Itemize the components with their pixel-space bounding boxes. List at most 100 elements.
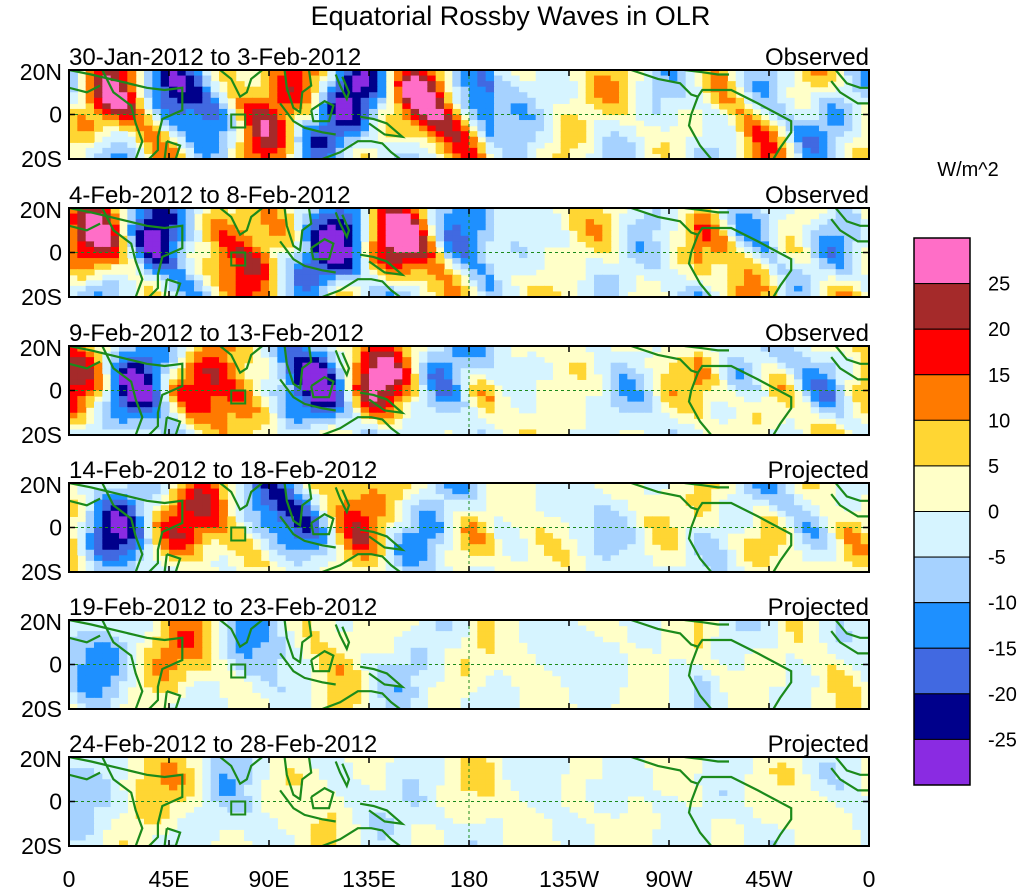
heatmap-cell xyxy=(469,246,478,254)
heatmap-cell xyxy=(777,527,787,534)
heatmap-cell xyxy=(152,429,162,435)
heatmap-cell xyxy=(594,258,603,265)
heatmap-cell xyxy=(402,516,412,523)
heatmap-cell xyxy=(344,412,353,419)
heatmap-cell xyxy=(169,81,178,88)
heatmap-cell xyxy=(269,368,278,375)
heatmap-cell xyxy=(444,241,453,248)
heatmap-cell xyxy=(635,108,645,116)
heatmap-cell xyxy=(102,120,112,127)
heatmap-cell xyxy=(627,418,637,425)
heatmap-cell xyxy=(277,351,287,358)
heatmap-cell xyxy=(244,483,253,490)
heatmap-cell xyxy=(485,549,495,556)
heatmap-cell xyxy=(169,274,178,281)
heatmap-cell xyxy=(469,533,478,540)
heatmap-cell xyxy=(602,346,612,353)
heatmap-cell xyxy=(485,351,495,358)
heatmap-cell xyxy=(527,219,537,226)
heatmap-cell xyxy=(260,81,270,88)
heatmap-cell xyxy=(585,423,595,431)
heatmap-cell xyxy=(519,136,528,143)
heatmap-cell xyxy=(535,224,545,231)
heatmap-cell xyxy=(444,346,453,353)
heatmap-cell xyxy=(644,219,653,226)
heatmap-cell xyxy=(794,285,803,293)
heatmap-cell xyxy=(819,125,828,132)
heatmap-cell xyxy=(819,429,828,435)
heatmap-cell xyxy=(410,505,420,512)
heatmap-cell xyxy=(452,258,462,265)
heatmap-cell xyxy=(185,516,195,523)
heatmap-cell xyxy=(694,555,703,562)
heatmap-cell xyxy=(560,86,570,93)
heatmap-cell xyxy=(610,533,620,540)
heatmap-cell xyxy=(160,241,170,248)
heatmap-cell xyxy=(527,373,537,380)
heatmap-cell xyxy=(585,269,595,276)
heatmap-cell xyxy=(235,488,245,495)
heatmap-cell xyxy=(860,224,869,231)
heatmap-cell xyxy=(377,510,387,517)
heatmap-cell xyxy=(785,108,795,116)
heatmap-cell xyxy=(727,407,737,414)
heatmap-cell xyxy=(427,235,437,242)
coastline xyxy=(69,346,184,435)
heatmap-cell xyxy=(835,494,845,501)
heatmap-cell xyxy=(477,494,487,501)
heatmap-cell xyxy=(469,418,478,425)
heatmap-cell xyxy=(860,373,869,380)
heatmap-cell xyxy=(560,560,570,568)
heatmap-cell xyxy=(602,544,612,551)
heatmap-cell xyxy=(452,390,462,397)
heatmap-cell xyxy=(235,224,245,231)
heatmap-cell xyxy=(177,384,187,392)
coastline xyxy=(69,70,184,159)
heatmap-cell xyxy=(344,555,353,562)
heatmap-cell xyxy=(135,241,145,248)
heatmap-cell xyxy=(685,147,695,155)
heatmap-cell xyxy=(419,351,428,358)
coastline xyxy=(834,70,869,89)
heatmap-cell xyxy=(635,549,645,556)
heatmap-cell xyxy=(444,494,453,501)
heatmap-cell xyxy=(552,70,562,77)
heatmap-cell xyxy=(335,258,345,265)
heatmap-cell xyxy=(452,285,462,293)
coastline xyxy=(283,70,313,115)
heatmap-cell xyxy=(452,423,462,431)
heatmap-cell xyxy=(702,120,712,127)
heatmap-cell xyxy=(627,379,637,386)
heatmap-cell xyxy=(219,418,228,425)
heatmap-cell xyxy=(510,230,520,237)
heatmap-cell xyxy=(310,246,320,254)
heatmap-cell xyxy=(494,351,503,358)
heatmap-cell xyxy=(719,147,728,155)
heatmap-cell xyxy=(594,70,603,77)
heatmap-cell xyxy=(194,86,203,93)
heatmap-cell xyxy=(594,357,603,364)
heatmap-cell xyxy=(285,494,295,501)
heatmap-cell xyxy=(277,407,287,414)
heatmap-cell xyxy=(135,230,145,237)
heatmap-cell xyxy=(510,235,520,242)
heatmap-cell xyxy=(560,147,570,155)
heatmap-cell xyxy=(310,280,320,287)
heatmap-cell xyxy=(352,499,362,506)
heatmap-cell xyxy=(477,346,487,353)
heatmap-cell xyxy=(827,125,837,132)
heatmap-cell xyxy=(527,252,537,259)
heatmap-cell xyxy=(369,224,378,231)
heatmap-cell xyxy=(735,114,745,121)
heatmap-cell xyxy=(844,131,853,138)
heatmap-cell xyxy=(735,263,745,270)
heatmap-cell xyxy=(219,401,228,408)
heatmap-cell xyxy=(210,269,220,276)
heatmap-cell xyxy=(835,379,845,386)
heatmap-cell xyxy=(327,75,337,82)
heatmap-cell xyxy=(744,241,753,248)
heatmap-cell xyxy=(185,208,195,215)
heatmap-cell xyxy=(477,92,487,99)
heatmap-cell xyxy=(327,533,337,540)
heatmap-cell xyxy=(844,396,853,403)
